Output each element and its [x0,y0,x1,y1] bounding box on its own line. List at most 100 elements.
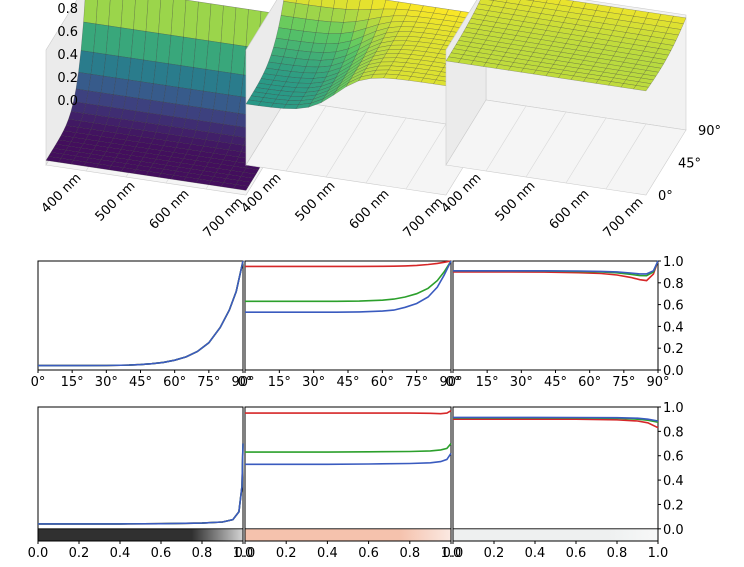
panel-6-ytick-label: 0.6 [663,450,684,465]
panel-2-xtick-label: 75° [405,375,428,390]
panel-1-frame [37,260,244,371]
surface-2-facet [298,41,314,53]
surface-2-grid [285,105,327,172]
surface-1-facet [183,118,199,131]
surface-3-grid [525,111,567,178]
surface-2-xtick-label: 600 nm [347,187,393,233]
surface-2-facet [403,15,419,23]
panel-3-ytick-label: 1.0 [663,255,684,270]
surface-1-facet [233,184,249,191]
surface-1-ztick-label: 0.0 [57,94,78,109]
surface-1-ztick-label: 0.8 [57,2,78,17]
surface-2-facet [275,27,292,41]
surface-3-xtick-label: 700 nm [601,195,647,241]
panel-4-xtick-label: 0.8 [192,546,213,561]
surface-2-facet [285,39,302,51]
surface-3-xtick-label: 600 nm [547,187,593,233]
surface-1-facet [123,96,139,112]
panel-3-xtick-label: 90° [646,375,669,390]
panel-6-xtick-label: 0.4 [525,546,546,561]
surface-1-xtick-label: 600 nm [147,187,193,233]
surface-3-grid [605,123,647,190]
surface-2-xtick-label: 700 nm [401,195,447,241]
surface-3: 400 nm 500 nm 600 nm 700 nm 0°45°90° [439,0,721,241]
panel-4-xtick-label: 0.2 [69,546,90,561]
surface-1-facet [195,120,212,133]
surface-1-facet [133,110,149,123]
panel-3-xtick-label: 45° [544,375,567,390]
panel-2-xtick-label: 15° [268,375,291,390]
panel-5-xtick-label: 0.6 [358,546,379,561]
panel-5-xtick-label: 0.2 [276,546,297,561]
panel-1-xtick-label: 90° [231,375,254,390]
panel-6-xtick-label: 0.8 [607,546,628,561]
panel-2-series-red [245,260,452,268]
panel-4-frame [37,406,244,542]
surface-2-facet [278,15,294,30]
panel-2-frame [244,260,452,371]
panel-4-series-red [38,443,244,525]
panel-5-xtick-label: 0.8 [399,546,420,561]
surface-3-grid [485,105,527,172]
surface-1-facet [223,111,239,127]
surface-1-xtick-label: 700 nm [201,195,247,241]
panel-2-xtick-label: 0° [238,375,253,390]
panel-4-series-green [38,443,244,525]
panel-1-xtick-label: 15° [61,375,84,390]
panel-6-series-blue [453,416,659,422]
panel-2-xtick-label: 60° [371,375,394,390]
panel-4-xtick-label: 0.4 [110,546,131,561]
surface-1-facet [148,100,164,115]
panel-1-series-blue [38,260,244,367]
panel-3-series-red [453,260,659,282]
panel-5-xtick-label: 1.0 [441,546,462,561]
panel-3-ytick-label: 0.6 [663,299,684,314]
surface-3-ytick-label: 90° [698,124,721,139]
surface-2-facet [290,17,307,32]
surface-1-xtick-label: 500 nm [93,179,139,225]
surface-1-facet [198,107,214,123]
surface-1-facet [220,123,237,137]
panel-2-xtick-label: 30° [302,375,325,390]
panel-4-xtick-label: 1.0 [233,546,254,561]
surface-2-grid [405,123,447,190]
surface-2-grid [325,111,367,178]
panel-5-series-green [245,442,452,453]
panel-2-xtick-label: 90° [439,375,462,390]
surface-2-facet [405,9,422,18]
panel-3-xtick-label: 75° [612,375,635,390]
panel-2-xtick-label: 45° [336,375,359,390]
panel-1-xtick-label: 0° [31,375,46,390]
surface-1-facet [83,103,99,116]
surface-1-xtick-label: 400 nm [39,171,85,217]
surface-2-facet [395,1,412,11]
panel-6-series-red [453,418,659,429]
panel-2-series-green [245,260,452,303]
panel-5-series-blue [245,452,452,466]
panel-6-frame [452,406,659,542]
panel-5-colorbar [245,528,451,541]
panel-6-xtick-label: 0.0 [443,546,464,561]
panel-3-xtick-label: 60° [578,375,601,390]
surface-1-facet [135,98,152,114]
panel-1-xtick-label: 75° [197,375,220,390]
panel-6-xtick-label: 0.2 [484,546,505,561]
panel-3-ytick-label: 0.4 [663,320,684,335]
panel-3-ytick-label: 0.2 [663,342,684,357]
surface-1-facet [120,108,137,122]
surface-2-facet [293,58,309,67]
panel-1-series-red [38,260,244,367]
panel-3-xtick-label: 0° [446,375,461,390]
panel-4-xtick-label: 0.0 [28,546,49,561]
panel-1-xtick-label: 60° [163,375,186,390]
surface-2-grid [365,117,407,184]
panel-1-series-green [38,260,244,367]
surface-2-facet [288,29,304,42]
surface-1-facet [170,116,187,129]
surface-3-ytick-label: 0° [658,189,673,204]
panel-3-ytick-label: 0.0 [663,364,684,379]
surface-3-floor-pane [445,99,687,196]
panel-5-xtick-label: 0.4 [317,546,338,561]
surface-2-xtick-label: 500 nm [293,179,339,225]
